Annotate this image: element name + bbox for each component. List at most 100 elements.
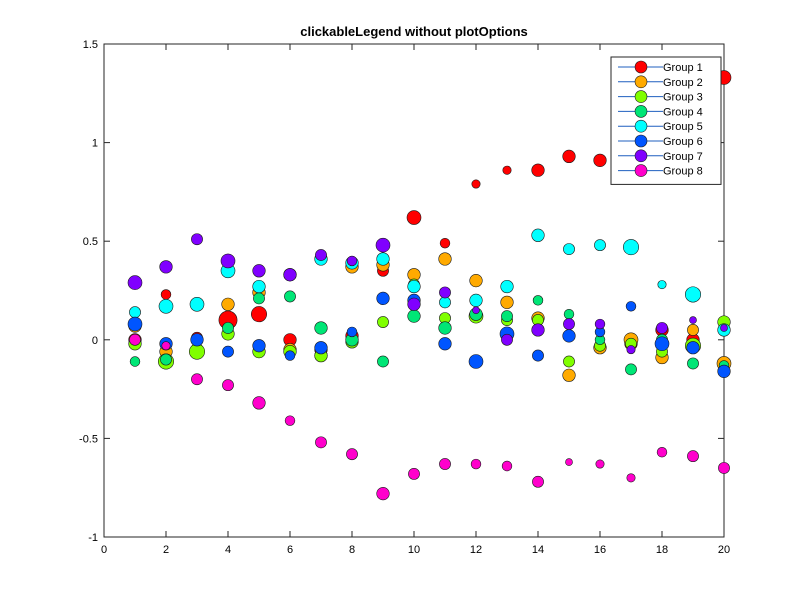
scatter-point-group-6 bbox=[284, 350, 296, 361]
scatter-point-group-8 bbox=[565, 458, 573, 466]
scatter-point-group-5 bbox=[594, 239, 606, 252]
scatter-point-group-2 bbox=[469, 274, 483, 288]
scatter-point-group-6 bbox=[252, 339, 266, 353]
y-tick-label: 1.5 bbox=[83, 39, 98, 51]
y-tick-label: -0.5 bbox=[79, 433, 98, 445]
scatter-point-group-1 bbox=[160, 289, 172, 300]
legend-marker bbox=[634, 134, 648, 148]
scatter-point-group-8 bbox=[626, 473, 636, 483]
x-tick-label: 0 bbox=[101, 544, 107, 556]
scatter-point-group-8 bbox=[501, 460, 513, 472]
scatter-point-group-3 bbox=[377, 316, 389, 328]
scatter-point-group-5 bbox=[500, 279, 514, 294]
legend-marker bbox=[634, 149, 648, 163]
scatter-point-group-4 bbox=[129, 356, 141, 367]
scatter-point-group-8 bbox=[315, 436, 327, 449]
legend-label: Group 2 bbox=[663, 77, 703, 89]
scatter-point-group-6 bbox=[532, 349, 544, 362]
scatter-point-group-5 bbox=[684, 286, 701, 303]
scatter-point-group-5 bbox=[622, 239, 639, 256]
scatter-point-group-2 bbox=[687, 324, 699, 336]
scatter-point-group-2 bbox=[221, 297, 235, 311]
x-tick-label: 10 bbox=[408, 544, 420, 556]
scatter-point-group-2 bbox=[438, 252, 452, 266]
scatter-point-group-6 bbox=[222, 345, 234, 358]
legend-label: Group 4 bbox=[663, 106, 703, 118]
legend-item-group-1[interactable]: Group 1 bbox=[618, 60, 703, 74]
chart-title: clickableLegend without plotOptions bbox=[300, 24, 528, 39]
legend-item-group-2[interactable]: Group 2 bbox=[618, 75, 703, 89]
scatter-point-group-8 bbox=[595, 459, 605, 469]
scatter-point-group-1 bbox=[562, 149, 576, 164]
scatter-point-group-7 bbox=[720, 324, 728, 332]
x-tick-label: 14 bbox=[532, 544, 544, 556]
legend-marker bbox=[634, 119, 648, 133]
scatter-point-group-6 bbox=[190, 333, 204, 347]
scatter-point-group-7 bbox=[439, 286, 451, 299]
scatter-point-group-7 bbox=[407, 297, 421, 311]
scatter-point-group-5 bbox=[158, 298, 174, 314]
legend-item-group-8[interactable]: Group 8 bbox=[618, 164, 703, 178]
legend-item-group-5[interactable]: Group 5 bbox=[618, 119, 703, 133]
scatter-point-group-7 bbox=[594, 318, 606, 330]
scatter-point-group-7 bbox=[531, 323, 545, 337]
scatter-point-group-4 bbox=[407, 309, 421, 323]
scatter-point-group-6 bbox=[346, 326, 358, 338]
legend-item-group-7[interactable]: Group 7 bbox=[618, 149, 703, 163]
scatter-point-group-8 bbox=[376, 487, 390, 501]
scatter-point-group-6 bbox=[625, 301, 637, 312]
scatter-point-group-5 bbox=[469, 293, 483, 307]
legend-label: Group 1 bbox=[663, 62, 703, 74]
scatter-point-group-1 bbox=[593, 153, 607, 167]
scatter-point-group-5 bbox=[189, 297, 205, 312]
scatter-point-group-6 bbox=[438, 337, 452, 351]
scatter-point-group-8 bbox=[284, 415, 296, 426]
scatter-point-group-7 bbox=[563, 318, 575, 330]
scatter-point-group-8 bbox=[346, 448, 358, 461]
scatter-point-group-7 bbox=[346, 255, 358, 267]
x-tick-label: 2 bbox=[163, 544, 169, 556]
scatter-point-group-5 bbox=[439, 296, 451, 309]
legend-label: Group 5 bbox=[663, 121, 703, 133]
scatter-point-group-1 bbox=[439, 237, 451, 249]
scatter-point-group-7 bbox=[315, 249, 327, 261]
legend-marker bbox=[634, 60, 648, 74]
scatter-point-group-8 bbox=[222, 379, 234, 392]
scatter-point-group-2 bbox=[562, 368, 576, 382]
scatter-point-group-5 bbox=[657, 280, 667, 290]
scatter-point-group-5 bbox=[129, 306, 141, 319]
y-tick-label: 1 bbox=[92, 138, 98, 150]
scatter-point-group-6 bbox=[717, 364, 731, 378]
scatter-point-group-7 bbox=[220, 253, 236, 269]
x-tick-label: 12 bbox=[470, 544, 482, 556]
scatter-point-group-7 bbox=[689, 316, 697, 324]
scatter-point-group-8 bbox=[408, 467, 420, 480]
legend-label: Group 3 bbox=[663, 92, 703, 104]
scatter-point-group-4 bbox=[625, 363, 637, 376]
scatter-point-group-8 bbox=[439, 458, 451, 470]
scatter-point-group-3 bbox=[563, 355, 575, 368]
scatter-point-group-6 bbox=[562, 329, 576, 343]
legend-item-group-3[interactable]: Group 3 bbox=[618, 90, 703, 104]
legend-item-group-4[interactable]: Group 4 bbox=[618, 105, 703, 118]
scatter-point-group-4 bbox=[253, 292, 265, 305]
scatter-point-group-1 bbox=[251, 306, 268, 323]
x-tick-label: 16 bbox=[594, 544, 606, 556]
scatter-point-group-4 bbox=[687, 357, 699, 370]
scatter-point-group-5 bbox=[531, 228, 545, 242]
scatter-point-group-5 bbox=[376, 252, 390, 266]
scatter-point-group-4 bbox=[377, 355, 389, 368]
legend-box bbox=[610, 56, 722, 185]
scatter-point-group-6 bbox=[686, 341, 700, 355]
scatter-point-group-4 bbox=[160, 353, 172, 366]
legend-marker bbox=[634, 75, 648, 89]
scatter-point-group-7 bbox=[472, 306, 480, 315]
legend-item-group-6[interactable]: Group 6 bbox=[618, 134, 703, 148]
scatter-point-group-7 bbox=[501, 333, 513, 346]
scatter-point-group-7 bbox=[252, 264, 266, 278]
scatter-point-group-1 bbox=[531, 163, 545, 177]
y-tick-label: 0 bbox=[92, 335, 98, 347]
legend[interactable]: Group 1 Group 2 Group 3 Group 4 Group 5 Group… bbox=[610, 56, 722, 185]
legend-label: Group 8 bbox=[663, 166, 703, 178]
